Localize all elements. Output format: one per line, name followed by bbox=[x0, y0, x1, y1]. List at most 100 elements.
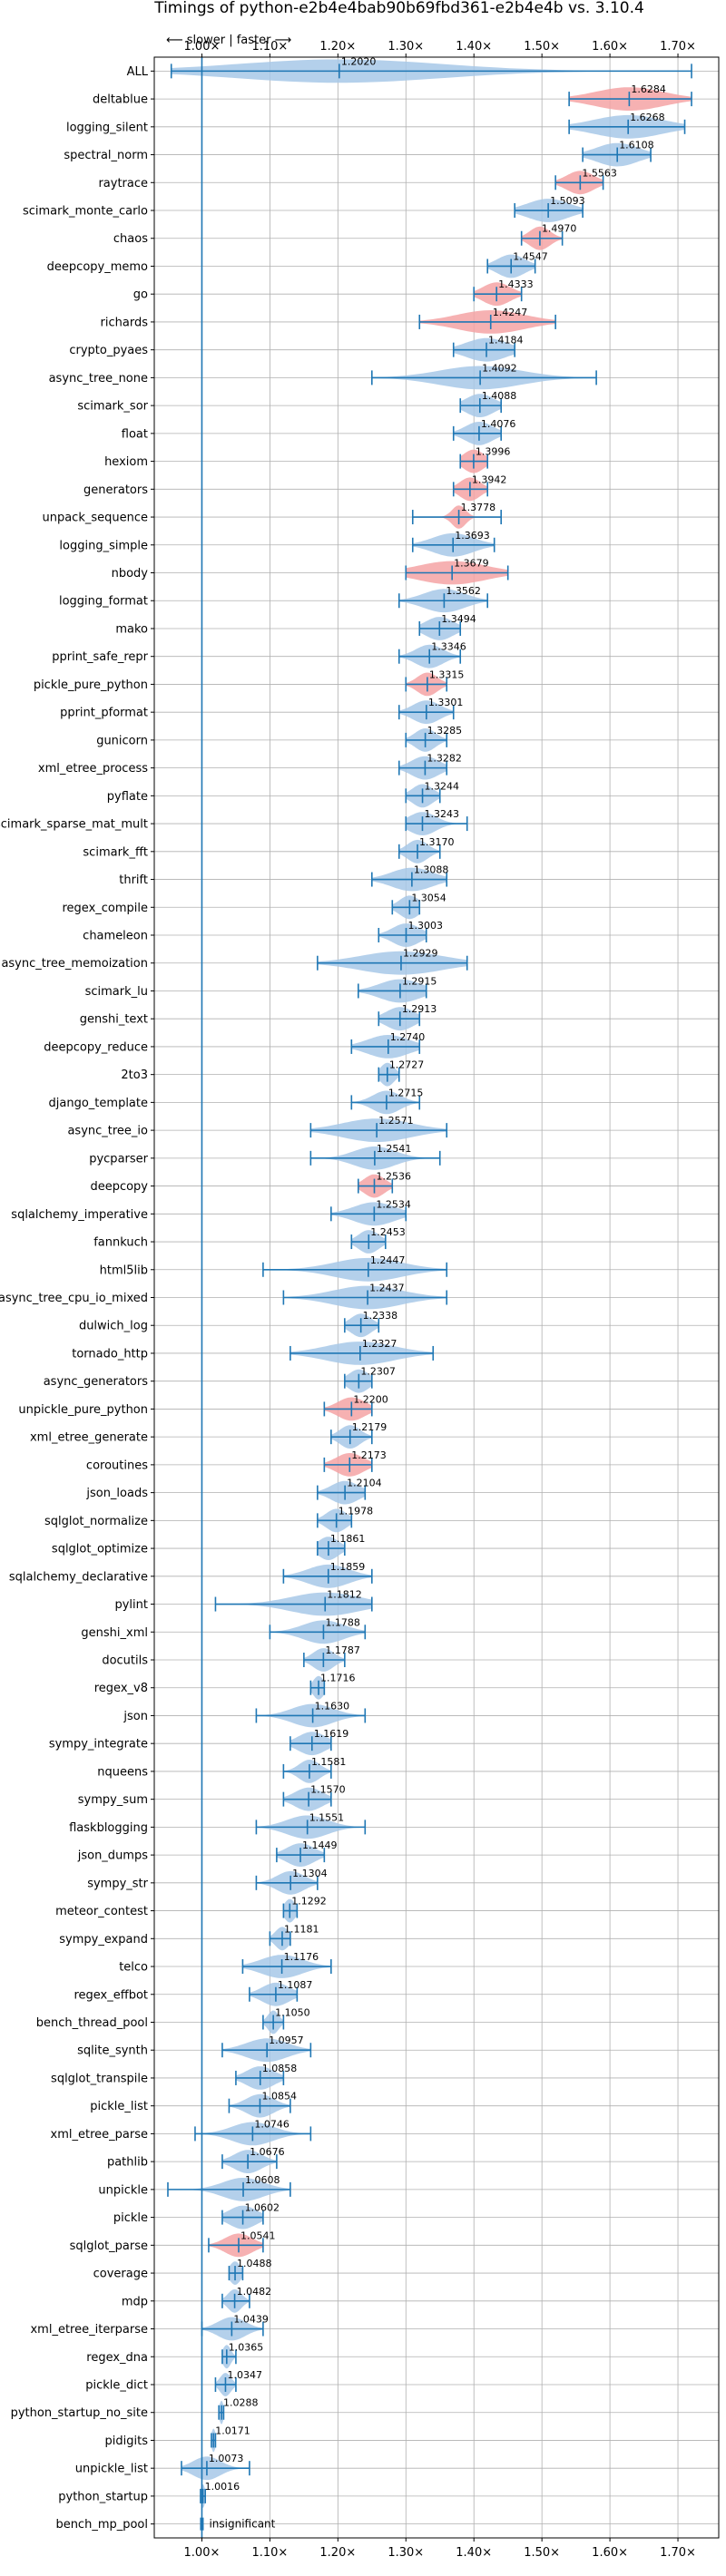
benchmark-label: sqlglot_optimize bbox=[52, 1543, 148, 1556]
value-label: 1.2715 bbox=[388, 1087, 424, 1098]
benchmark-label: xml_etree_generate bbox=[30, 1431, 148, 1445]
insignificant-label: insignificant bbox=[209, 2518, 275, 2531]
benchmark-label: coroutines bbox=[86, 1459, 148, 1472]
value-label: 1.2327 bbox=[362, 1338, 397, 1350]
benchmark-label: telco bbox=[119, 1961, 148, 1975]
benchmark-label: thrift bbox=[119, 873, 148, 887]
value-label: 1.1551 bbox=[309, 1811, 345, 1823]
benchmark-label: raytrace bbox=[98, 177, 148, 190]
benchmark-label: pprint_pformat bbox=[60, 707, 148, 720]
benchmark-label: logging_silent bbox=[66, 121, 148, 134]
benchmark-label: scimark_sparse_mat_mult bbox=[0, 818, 148, 832]
benchmark-label: unpickle bbox=[98, 2183, 148, 2197]
value-label: 1.1181 bbox=[284, 1923, 319, 1935]
benchmark-label: sqlglot_transpile bbox=[51, 2072, 148, 2085]
benchmark-label: mako bbox=[115, 622, 148, 636]
benchmark-label: pycparser bbox=[89, 1152, 148, 1166]
value-label: 1.1812 bbox=[327, 1589, 362, 1601]
value-label: 1.3942 bbox=[472, 473, 507, 485]
benchmark-label: xml_etree_iterparse bbox=[30, 2323, 148, 2337]
benchmark-label: sqlalchemy_imperative bbox=[11, 1208, 148, 1222]
benchmark-label: nbody bbox=[112, 567, 149, 581]
x-tick-label-bottom: 1.70× bbox=[660, 2546, 696, 2560]
value-label: 1.0482 bbox=[237, 2286, 272, 2298]
value-label: 1.0171 bbox=[215, 2425, 250, 2436]
benchmark-label: regex_v8 bbox=[94, 1682, 148, 1695]
benchmark-label: scimark_sor bbox=[77, 400, 148, 414]
benchmark-label: spectral_norm bbox=[64, 149, 148, 162]
value-label: 1.2307 bbox=[360, 1366, 396, 1378]
benchmark-label: sympy_integrate bbox=[49, 1738, 148, 1751]
benchmark-label: deepcopy_reduce bbox=[44, 1040, 148, 1054]
speed-direction-hint: ⟵ slower | faster ⟶ bbox=[166, 34, 291, 47]
value-label: 1.3285 bbox=[427, 725, 463, 737]
benchmark-label: sympy_str bbox=[87, 1877, 148, 1890]
x-tick-label-bottom: 1.40× bbox=[456, 2546, 492, 2560]
benchmark-label: unpickle_list bbox=[75, 2463, 148, 2476]
benchmark-label: chameleon bbox=[83, 930, 148, 943]
x-tick-label-top: 1.20× bbox=[319, 40, 356, 54]
benchmark-label: fannkuch bbox=[93, 1236, 148, 1250]
value-label: 1.0676 bbox=[250, 2146, 285, 2158]
value-label: 1.3346 bbox=[431, 641, 466, 653]
benchmark-label: scimark_fft bbox=[83, 845, 148, 859]
benchmark-label: tornado_http bbox=[72, 1347, 148, 1361]
x-tick-label-top: 1.00× bbox=[184, 40, 221, 54]
value-label: 1.0288 bbox=[223, 2397, 258, 2409]
benchmark-label: async_generators bbox=[44, 1375, 149, 1389]
benchmark-label: generators bbox=[83, 483, 148, 497]
benchmark-label: docutils bbox=[102, 1654, 148, 1667]
value-label: 1.1304 bbox=[292, 1868, 328, 1879]
value-label: 1.3996 bbox=[476, 446, 511, 458]
value-label: 1.4088 bbox=[482, 390, 517, 402]
label-layer: 1.2020 1.6284 1.6268 1.6108 1.5563 1.5093 1.49… bbox=[205, 55, 666, 2530]
benchmark-label: sqlite_synth bbox=[77, 2044, 148, 2058]
value-label: 1.0854 bbox=[261, 2091, 297, 2103]
value-label: 1.0602 bbox=[245, 2202, 280, 2214]
value-label: 1.2447 bbox=[370, 1254, 406, 1266]
x-tick-label-bottom: 1.50× bbox=[524, 2546, 560, 2560]
benchmark-label: ALL bbox=[127, 65, 149, 79]
benchmark-label: async_tree_memoization bbox=[1, 957, 148, 971]
value-label: 1.0541 bbox=[240, 2230, 276, 2241]
benchmark-label: nqueens bbox=[97, 1765, 148, 1779]
chart-title: Timings of python-e2b4e4bab90b69fbd361-e… bbox=[153, 0, 644, 17]
benchmark-label: pathlib bbox=[107, 2156, 148, 2170]
value-label: 1.2727 bbox=[389, 1059, 425, 1071]
benchmark-label: async_tree_io bbox=[67, 1125, 148, 1138]
value-label: 1.6108 bbox=[619, 140, 654, 151]
value-label: 1.1570 bbox=[310, 1784, 346, 1796]
x-tick-label-bottom: 1.20× bbox=[319, 2546, 356, 2560]
value-label: 1.2536 bbox=[377, 1171, 412, 1183]
benchmark-label: go bbox=[133, 288, 148, 302]
benchmark-label: sqlglot_normalize bbox=[44, 1515, 148, 1528]
value-label: 1.2437 bbox=[369, 1283, 405, 1294]
benchmark-label: sympy_sum bbox=[78, 1793, 148, 1807]
value-label: 1.4547 bbox=[513, 250, 548, 262]
value-label: 1.3679 bbox=[454, 558, 489, 570]
value-label: 1.0073 bbox=[209, 2453, 244, 2464]
benchmark-label: pickle_dict bbox=[85, 2378, 148, 2392]
value-label: 1.3494 bbox=[441, 613, 476, 625]
benchmark-label: deepcopy bbox=[90, 1180, 148, 1194]
value-label: 1.2179 bbox=[352, 1421, 388, 1433]
value-label: 1.3282 bbox=[427, 753, 462, 765]
benchmark-label: regex_effbot bbox=[74, 1988, 148, 2002]
benchmark-label: 2to3 bbox=[121, 1068, 148, 1082]
value-label: 1.4247 bbox=[493, 307, 528, 318]
benchmark-label: pickle_pure_python bbox=[34, 678, 148, 692]
value-label: 1.0365 bbox=[229, 2341, 264, 2353]
value-label: 1.0488 bbox=[237, 2258, 272, 2269]
value-label: 1.1978 bbox=[338, 1505, 374, 1517]
value-label: 1.0608 bbox=[245, 2174, 280, 2186]
benchmark-label: xml_etree_process bbox=[38, 762, 148, 776]
value-label: 1.0439 bbox=[233, 2314, 269, 2326]
value-label: 1.4184 bbox=[488, 335, 524, 346]
benchmark-label: logging_simple bbox=[59, 539, 148, 552]
value-label: 1.1630 bbox=[315, 1700, 350, 1712]
value-label: 1.1716 bbox=[320, 1673, 356, 1684]
value-label: 1.1787 bbox=[325, 1644, 360, 1656]
benchmark-label: regex_compile bbox=[62, 902, 148, 915]
value-label: 1.4970 bbox=[542, 223, 577, 235]
value-label: 1.3170 bbox=[419, 836, 455, 848]
